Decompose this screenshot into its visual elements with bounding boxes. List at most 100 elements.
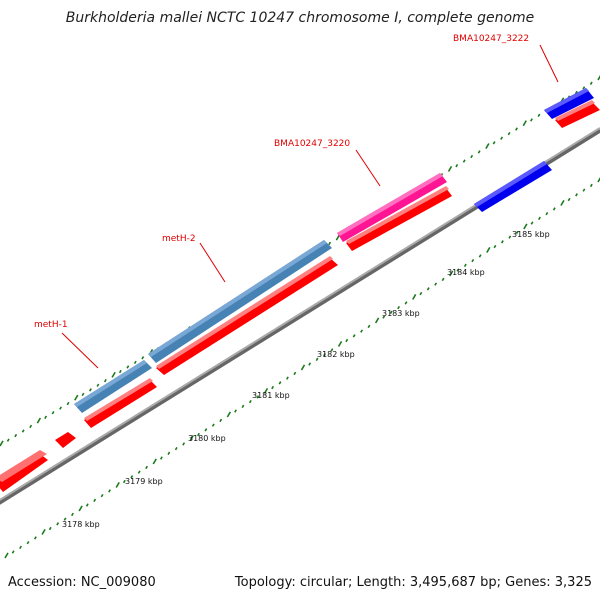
scale-label: 3181 kbp: [252, 391, 290, 400]
tick-mark: [59, 406, 62, 410]
tick-mark: [508, 235, 512, 239]
tick-mark: [96, 383, 100, 387]
cds-segment: [0, 454, 48, 492]
tick-mark: [271, 385, 275, 390]
gene-label-metH-1: metH-1: [34, 320, 68, 330]
tick-mark: [515, 230, 519, 235]
tick-mark: [278, 381, 282, 385]
tick-mark: [21, 429, 25, 433]
tick-mark: [323, 352, 326, 357]
tick-mark: [500, 240, 504, 244]
tick-mark: [137, 470, 141, 474]
tick-mark: [204, 428, 208, 432]
tick-mark: [447, 165, 453, 172]
accession-text: Accession: NC_009080: [8, 575, 156, 590]
tick-mark: [263, 387, 269, 394]
tick-mark: [537, 113, 541, 118]
tick-mark: [462, 159, 466, 163]
tick-mark: [530, 221, 534, 225]
tick-mark: [389, 310, 393, 315]
tick-mark: [478, 254, 482, 258]
tick-mark: [300, 364, 306, 371]
tick-mark: [538, 216, 541, 221]
cds-segment: [84, 378, 153, 421]
cds-segment: [555, 100, 595, 121]
tick-mark: [141, 356, 145, 360]
tick-mark: [582, 86, 586, 90]
tick-mark: [449, 270, 454, 277]
tick-mark: [374, 317, 380, 324]
tick-mark: [315, 357, 319, 362]
tick-mark: [523, 223, 528, 230]
tick-mark: [63, 517, 67, 521]
tick-mark: [507, 131, 511, 136]
scale-label: 3179 kbp: [125, 477, 163, 486]
tick-mark: [89, 388, 92, 392]
tick-mark: [33, 536, 37, 540]
tick-mark: [44, 415, 48, 419]
tick-mark: [81, 392, 85, 397]
tick-mark: [48, 526, 52, 531]
tick-mark: [93, 498, 97, 503]
tick-mark: [367, 324, 371, 329]
tick-mark: [241, 404, 245, 409]
cds-segment: [346, 186, 449, 244]
tick-mark: [441, 277, 445, 282]
tick-mark: [335, 234, 341, 241]
cds-segment: [555, 102, 600, 128]
tick-mark: [159, 456, 163, 460]
gene-reverse-strand[interactable]: [474, 161, 552, 212]
tick-mark: [434, 282, 438, 286]
gene-BMA10247_3222[interactable]: [544, 88, 594, 119]
tick-mark: [219, 418, 223, 423]
tick-mark: [100, 493, 104, 498]
genome-summary-text: Topology: circular; Length: 3,495,687 bp…: [234, 575, 592, 590]
tick-mark: [575, 193, 578, 197]
gene-metH-2[interactable]: [148, 240, 332, 363]
tick-mark: [455, 163, 459, 168]
gene-metH-1[interactable]: [74, 360, 152, 413]
tick-mark: [36, 417, 42, 424]
tick-mark: [115, 481, 120, 488]
cds-segment: [156, 256, 333, 369]
scale-label: 3184 kbp: [447, 268, 485, 277]
tick-mark: [589, 81, 593, 85]
tick-mark: [66, 401, 70, 406]
cds-segment: [84, 380, 157, 428]
gene-BMA10247_3220[interactable]: [337, 173, 447, 242]
scale-label: 3180 kbp: [188, 434, 226, 443]
tick-mark: [108, 489, 111, 493]
tick-mark: [41, 528, 46, 535]
tick-mark: [522, 120, 527, 127]
tick-mark: [492, 141, 496, 145]
tick-mark: [486, 246, 491, 253]
tick-mark: [122, 479, 126, 484]
cds-segment: [346, 188, 452, 251]
tick-mark: [552, 207, 556, 211]
tick-mark: [74, 394, 79, 401]
tick-mark: [85, 503, 89, 507]
tick-mark: [574, 90, 578, 95]
tick-mark: [256, 395, 260, 399]
tick-mark: [145, 465, 149, 470]
tick-mark: [485, 143, 490, 150]
tick-mark: [226, 411, 232, 418]
tick-mark: [51, 411, 55, 415]
scale-label: 3178 kbp: [62, 520, 100, 529]
tick-mark: [426, 287, 430, 291]
scale-label: 3185 kbp: [512, 230, 550, 239]
tick-mark: [111, 371, 116, 378]
tick-mark: [328, 241, 332, 246]
tick-mark: [404, 301, 408, 305]
tick-mark: [397, 305, 401, 310]
tick-mark: [382, 315, 386, 319]
tick-mark: [133, 360, 137, 365]
gene-label-BMA10247_3222: BMA10247_3222: [453, 34, 529, 44]
tick-mark: [130, 475, 134, 479]
map-title: Burkholderia mallei NCTC 10247 chromosom…: [66, 10, 535, 26]
tick-mark: [477, 150, 481, 154]
tick-mark: [248, 399, 252, 404]
tick-mark: [182, 442, 186, 446]
tick-mark: [411, 293, 417, 300]
